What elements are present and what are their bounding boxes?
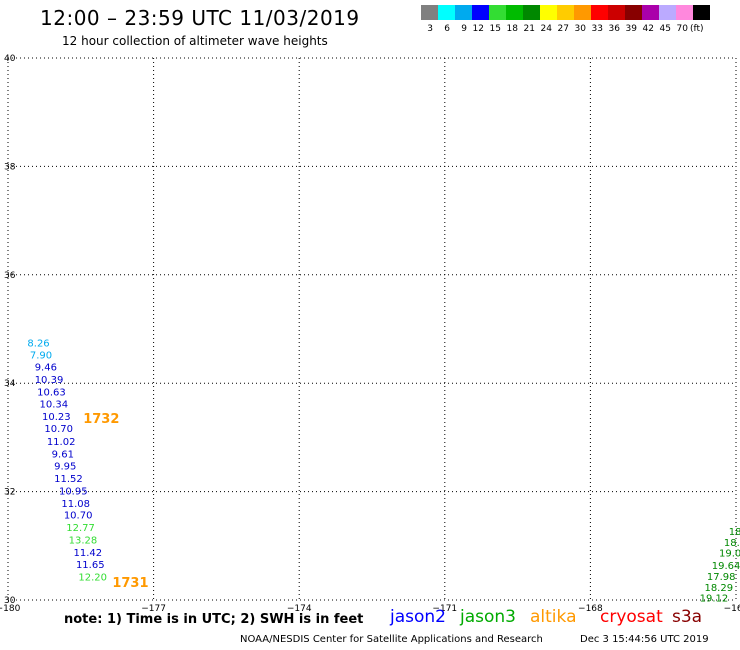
wave-height-obs: 12.77 [66, 523, 95, 534]
lon-tick-label: −177 [141, 604, 166, 612]
map-title: 12:00 – 23:59 UTC 11/03/2019 [40, 6, 360, 30]
generated-timestamp: Dec 3 15:44:56 UTC 2019 [580, 634, 709, 645]
scale-label: 12 [472, 24, 484, 34]
wave-height-obs: 10.95 [59, 486, 88, 497]
scale-swatch [591, 5, 608, 20]
lon-tick-label: −180 [0, 604, 21, 612]
scale-label: 21 [523, 24, 535, 34]
altimeter-map: −180 −177 −174 −171 −168 −165 30 32 34 36 38 40 8.26… [0, 54, 740, 612]
lon-tick-label: −165 [724, 604, 740, 612]
scale-label: 36 [608, 24, 620, 34]
wave-height-obs: 19.64 [712, 561, 740, 572]
wave-height-obs: 11.02 [47, 437, 76, 448]
wave-height-obs: 10.70 [64, 511, 93, 522]
wave-height-obs: 19.12 [700, 594, 729, 605]
wave-height-obs: 8.26 [27, 338, 49, 349]
lat-tick-label: 32 [4, 488, 15, 498]
lon-tick-label: −168 [578, 604, 603, 612]
scale-swatch [557, 5, 574, 20]
wave-height-obs: 9.95 [54, 461, 76, 472]
scale-swatch [676, 5, 693, 20]
lat-tick-label: 36 [4, 271, 16, 281]
scale-swatch [608, 5, 625, 20]
wave-height-obs: 11.65 [76, 560, 105, 571]
scale-label: 42 [642, 24, 654, 34]
scale-label: 9 [461, 24, 467, 34]
wave-height-obs: 12.20 [78, 572, 107, 583]
wave-height-obs: 11.42 [74, 548, 103, 559]
scale-swatch [489, 5, 506, 20]
scale-swatch [421, 5, 438, 20]
wave-height-obs: 11.08 [61, 499, 90, 510]
wave-height-obs: 10.63 [37, 388, 66, 399]
map-subtitle: 12 hour collection of altimeter wave hei… [62, 34, 328, 48]
wave-height-obs: 9.46 [35, 363, 57, 374]
scale-label: 15 [489, 24, 501, 34]
wave-height-obs: 17.98 [707, 572, 736, 583]
footer-note: note: 1) Time is in UTC; 2) SWH is in fe… [64, 612, 364, 627]
wave-height-obs: 18.29 [704, 583, 733, 594]
scale-label: 30 [574, 24, 586, 34]
wave-height-obs: 9.61 [52, 449, 74, 460]
lon-tick-label: −174 [287, 604, 312, 612]
scale-swatch [540, 5, 557, 20]
scale-swatch [659, 5, 676, 20]
wave-height-obs: 10.39 [35, 375, 64, 386]
scale-label: 3 [427, 24, 433, 34]
scale-swatch [693, 5, 710, 20]
scale-label: 18 [506, 24, 518, 34]
wave-height-obs: 11.52 [54, 474, 83, 485]
scale-label: 24 [540, 24, 552, 34]
pass-time-label: 1731 [112, 576, 148, 591]
scale-unit: (ft) [690, 24, 704, 34]
wave-height-obs: 7.90 [30, 350, 52, 361]
pass-time-label: 1732 [83, 412, 119, 427]
satellite-legend-altika: altika [530, 607, 577, 627]
scale-label: 33 [591, 24, 603, 34]
satellite-legend-cryosat: cryosat [600, 607, 663, 627]
wave-height-obs: 13.28 [69, 536, 98, 547]
lon-tick-label: −171 [432, 604, 457, 612]
wave-height-obs: 10.70 [44, 424, 73, 435]
satellite-legend-s3a: s3a [672, 607, 703, 627]
lat-tick-label: 34 [4, 379, 16, 389]
satellite-legend-jason2: jason2 [390, 607, 446, 627]
scale-swatch [642, 5, 659, 20]
wave-height-obs: 10.34 [40, 400, 69, 411]
wave-height-obs: 19.0 [719, 549, 740, 560]
scale-swatch [523, 5, 540, 20]
scale-label: 70 [676, 24, 688, 34]
lat-tick-label: 30 [4, 596, 16, 606]
lat-tick-label: 38 [4, 162, 16, 172]
scale-label: 39 [625, 24, 637, 34]
lat-tick-label: 40 [4, 54, 16, 64]
scale-swatch [574, 5, 591, 20]
wave-height-obs: 18. [724, 538, 740, 549]
scale-swatch [625, 5, 642, 20]
wave-height-obs: 10.23 [42, 412, 71, 423]
scale-label: 45 [659, 24, 671, 34]
scale-label: 6 [444, 24, 450, 34]
satellite-legend-jason3: jason3 [460, 607, 516, 627]
scale-swatch [472, 5, 489, 20]
scale-swatch [438, 5, 455, 20]
scale-label: 27 [557, 24, 569, 34]
credit-line: NOAA/NESDIS Center for Satellite Applica… [240, 634, 543, 645]
wave-height-obs: 18 [729, 527, 740, 538]
scale-swatch [506, 5, 523, 20]
scale-swatch [455, 5, 472, 20]
